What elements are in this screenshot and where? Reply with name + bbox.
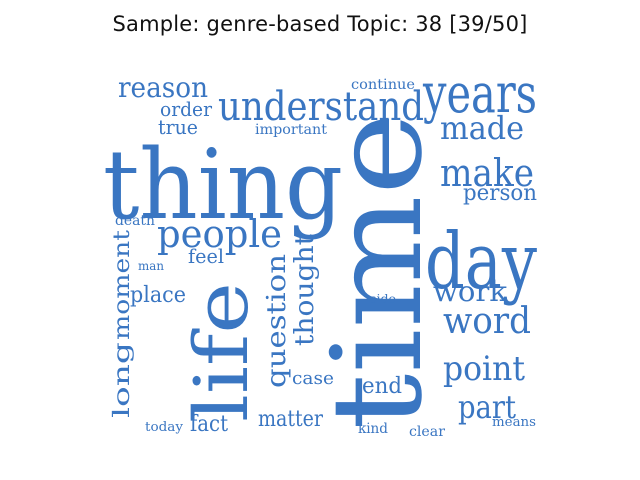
cloud-word-reason: reason (118, 71, 208, 104)
cloud-word-important: important (255, 122, 327, 138)
cloud-word-point: point (443, 349, 525, 389)
cloud-word-day: day (425, 217, 537, 307)
cloud-word-thought: thought (290, 233, 320, 346)
cloud-word-man: man (138, 259, 164, 273)
cloud-word-side: side (370, 292, 396, 306)
cloud-word-continue: continue (351, 77, 415, 93)
cloud-word-people: people (157, 212, 282, 256)
cloud-word-years: years (422, 62, 537, 125)
cloud-word-case: case (292, 368, 334, 389)
cloud-word-end: end (362, 374, 402, 399)
cloud-word-work: work (433, 275, 508, 308)
cloud-word-means: means (492, 415, 536, 430)
cloud-word-order: order (160, 97, 212, 121)
cloud-word-matter: matter (258, 407, 323, 432)
cloud-word-make: make (440, 151, 534, 195)
cloud-word-long: long (110, 342, 135, 418)
cloud-word-person: person (463, 181, 537, 206)
cloud-word-fact: fact (190, 412, 228, 437)
cloud-word-part: part (458, 388, 516, 426)
cloud-word-question: question (262, 254, 292, 388)
cloud-word-life: life (179, 282, 265, 422)
cloud-word-true: true (158, 115, 198, 139)
cloud-word-death: death (115, 213, 155, 229)
cloud-word-thing: thing (103, 129, 343, 241)
cloud-word-moment: moment (110, 230, 135, 340)
cloud-word-today: today (145, 420, 184, 435)
cloud-word-clear: clear (409, 424, 445, 440)
chart-title: Sample: genre-based Topic: 38 [39/50] (112, 12, 528, 36)
cloud-word-word: word (443, 301, 531, 342)
cloud-word-kind: kind (358, 421, 388, 437)
cloud-word-feel: feel (188, 244, 224, 268)
cloud-word-understand: understand (218, 84, 424, 130)
cloud-word-time: time (306, 112, 450, 430)
cloud-word-place: place (130, 283, 186, 308)
cloud-word-made: made (440, 109, 524, 147)
